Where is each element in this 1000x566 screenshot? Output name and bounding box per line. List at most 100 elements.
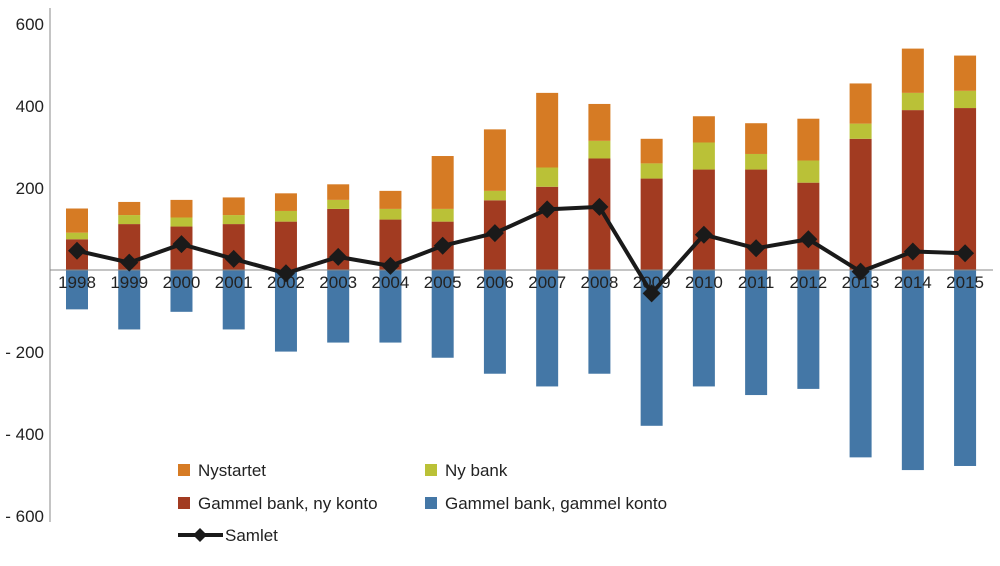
bar-ny-bank-2004 [379, 208, 402, 220]
bar-gammel-bank-gammel-konto-2010 [692, 270, 715, 387]
samlet-marker-2004 [381, 256, 400, 275]
samlet-marker-1998 [68, 241, 86, 260]
bar-nystartet-2007 [536, 92, 559, 168]
bar-nystartet-2001 [222, 197, 245, 216]
y-tick-label: - 600 [5, 507, 44, 526]
y-tick-label: 600 [16, 15, 44, 34]
bar-nystartet-2011 [745, 123, 768, 154]
samlet-marker-2005 [433, 236, 452, 255]
bar-nystartet-2000 [170, 199, 193, 218]
bar-ny-bank-2007 [536, 167, 559, 187]
bar-ny-bank-2001 [222, 215, 245, 225]
legend-swatch [425, 464, 437, 476]
bar-ny-bank-2014 [901, 92, 924, 111]
samlet-marker-2013 [851, 262, 870, 281]
bar-ny-bank-2002 [274, 210, 297, 222]
samlet-marker-2009 [642, 284, 661, 303]
x-tick-label: 2001 [215, 273, 253, 292]
x-tick-label: 2007 [528, 273, 566, 292]
bar-nystartet-1999 [118, 201, 141, 216]
bar-gammel-bank-ny-konto-2010 [692, 169, 715, 270]
legend-label: Ny bank [445, 461, 508, 480]
y-tick-label: - 400 [5, 425, 44, 444]
legend: Nystartet Ny bank Gammel bank, ny konto Gam… [178, 461, 667, 545]
legend-swatch [178, 497, 190, 509]
x-tick-label: 2002 [267, 273, 305, 292]
x-tick-label: 2011 [738, 273, 775, 292]
x-tick-label: 2015 [946, 273, 984, 292]
x-tick-label: 2000 [163, 273, 201, 292]
legend-label: Gammel bank, ny konto [198, 494, 378, 513]
bar-ny-bank-2013 [849, 123, 872, 139]
legend-diamond-icon [193, 528, 207, 542]
bar-nystartet-2010 [692, 116, 715, 143]
y-tick-label: 200 [16, 179, 44, 198]
bar-gammel-bank-gammel-konto-2003 [327, 270, 350, 343]
bar-ny-bank-2012 [797, 160, 820, 183]
samlet-marker-2003 [329, 247, 348, 266]
x-tick-label: 2003 [319, 273, 357, 292]
samlet-marker-2012 [799, 230, 818, 249]
bars [66, 48, 977, 471]
bar-ny-bank-2003 [327, 199, 350, 209]
bar-nystartet-2004 [379, 190, 402, 209]
x-tick-label: 1998 [58, 273, 96, 292]
legend-swatch [178, 464, 190, 476]
bar-gammel-bank-gammel-konto-2002 [274, 270, 297, 352]
bar-ny-bank-2005 [431, 208, 454, 222]
samlet-line-path [76, 204, 966, 296]
bar-gammel-bank-gammel-konto-1998 [66, 270, 88, 310]
samlet-marker-2002 [276, 264, 295, 283]
bar-ny-bank-1998 [66, 232, 88, 240]
y-tick-labels: 600 400 200 - 200 - 400 - 600 [5, 15, 44, 526]
bar-gammel-bank-gammel-konto-2001 [222, 270, 245, 330]
bar-nystartet-2008 [588, 103, 611, 141]
samlet-marker-2007 [538, 200, 557, 219]
y-tick-label: 400 [16, 97, 44, 116]
bar-ny-bank-2000 [170, 217, 193, 227]
samlet-marker-2001 [224, 249, 243, 268]
x-tick-label: 2014 [894, 273, 932, 292]
bar-ny-bank-1999 [118, 215, 141, 225]
x-tick-label: 2010 [685, 273, 723, 292]
bar-nystartet-2013 [849, 83, 872, 124]
samlet-marker-2010 [694, 225, 713, 244]
samlet-line [68, 197, 975, 303]
bar-gammel-bank-ny-konto-2009 [640, 178, 663, 270]
samlet-marker-2000 [172, 235, 191, 254]
bar-gammel-bank-gammel-konto-2007 [536, 270, 559, 387]
bar-gammel-bank-ny-konto-1999 [118, 224, 141, 270]
x-tick-label: 1999 [110, 273, 148, 292]
bar-ny-bank-2006 [483, 190, 506, 201]
legend-swatch [425, 497, 437, 509]
y-tick-label: - 200 [5, 343, 44, 362]
bar-ny-bank-2011 [745, 153, 768, 170]
bar-gammel-bank-ny-konto-2004 [379, 219, 402, 270]
x-tick-label: 2006 [476, 273, 514, 292]
samlet-marker-1999 [120, 253, 139, 272]
x-tick-label: 2004 [372, 273, 410, 292]
bar-gammel-bank-ny-konto-2012 [797, 182, 820, 270]
bar-nystartet-2003 [327, 184, 350, 200]
x-tick-label: 2013 [842, 273, 880, 292]
bar-nystartet-2012 [797, 118, 820, 161]
bar-nystartet-2014 [901, 48, 924, 93]
bar-gammel-bank-ny-konto-2015 [954, 108, 977, 270]
bar-ny-bank-2015 [954, 90, 977, 109]
bar-ny-bank-2010 [692, 142, 715, 170]
x-tick-label: 2012 [789, 273, 827, 292]
bar-gammel-bank-gammel-konto-2006 [483, 270, 506, 374]
samlet-marker-2006 [485, 224, 504, 243]
bar-gammel-bank-gammel-konto-1999 [118, 270, 141, 330]
bar-ny-bank-2008 [588, 140, 611, 159]
samlet-marker-2015 [956, 244, 975, 263]
bar-ny-bank-2009 [640, 163, 663, 179]
legend-label: Nystartet [198, 461, 266, 480]
bar-gammel-bank-ny-konto-2007 [536, 186, 559, 270]
bar-nystartet-2015 [954, 55, 977, 91]
legend-label: Samlet [225, 526, 278, 545]
samlet-marker-2008 [590, 197, 609, 216]
bar-nystartet-2009 [640, 138, 663, 164]
x-tick-labels: 1998 1999 2000 2001 2002 2003 2004 2005 2006 2007… [58, 273, 984, 292]
